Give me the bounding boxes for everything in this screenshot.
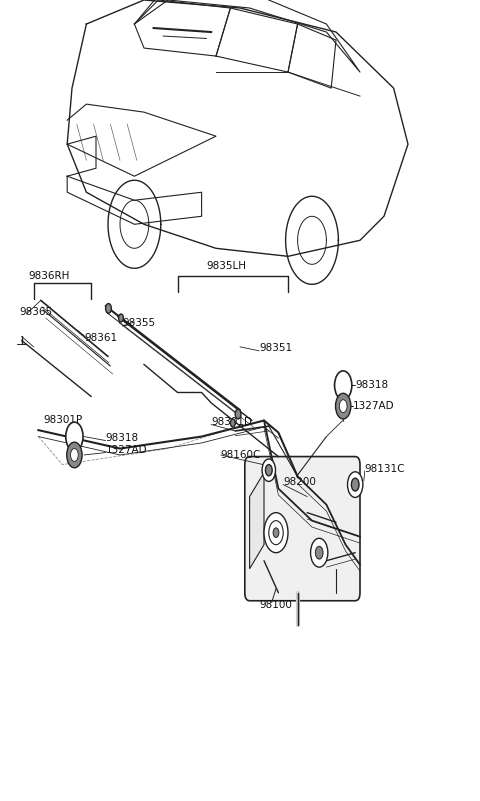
Circle shape xyxy=(336,393,351,419)
Text: 98160C: 98160C xyxy=(221,450,261,460)
Circle shape xyxy=(311,538,328,567)
Circle shape xyxy=(230,419,235,427)
Text: 98355: 98355 xyxy=(122,318,156,328)
Polygon shape xyxy=(250,473,264,569)
Circle shape xyxy=(273,528,279,537)
Text: 98365: 98365 xyxy=(19,308,52,317)
Text: 1327AD: 1327AD xyxy=(106,445,147,455)
Text: 98318: 98318 xyxy=(355,380,388,390)
FancyBboxPatch shape xyxy=(245,457,360,601)
Text: 98361: 98361 xyxy=(84,333,117,343)
Circle shape xyxy=(235,409,241,419)
Circle shape xyxy=(335,371,352,400)
Circle shape xyxy=(106,304,111,313)
Text: 98131C: 98131C xyxy=(365,464,405,473)
Circle shape xyxy=(339,400,347,413)
Text: 9836RH: 9836RH xyxy=(29,271,70,280)
Circle shape xyxy=(348,472,363,497)
Circle shape xyxy=(264,513,288,553)
Text: 98351: 98351 xyxy=(259,344,292,353)
Circle shape xyxy=(67,442,82,468)
Text: 98318: 98318 xyxy=(106,433,139,443)
Circle shape xyxy=(265,465,272,476)
Circle shape xyxy=(119,314,123,322)
Circle shape xyxy=(315,546,323,559)
Circle shape xyxy=(71,449,78,461)
Circle shape xyxy=(351,478,359,491)
Text: 98301P: 98301P xyxy=(43,415,83,425)
Text: 98100: 98100 xyxy=(259,600,292,610)
Circle shape xyxy=(269,521,283,545)
Text: 98200: 98200 xyxy=(283,477,316,487)
Circle shape xyxy=(66,422,83,451)
Circle shape xyxy=(262,459,276,481)
Text: 9835LH: 9835LH xyxy=(206,261,246,271)
Text: 98301D: 98301D xyxy=(211,417,252,427)
Text: 1327AD: 1327AD xyxy=(353,401,395,411)
